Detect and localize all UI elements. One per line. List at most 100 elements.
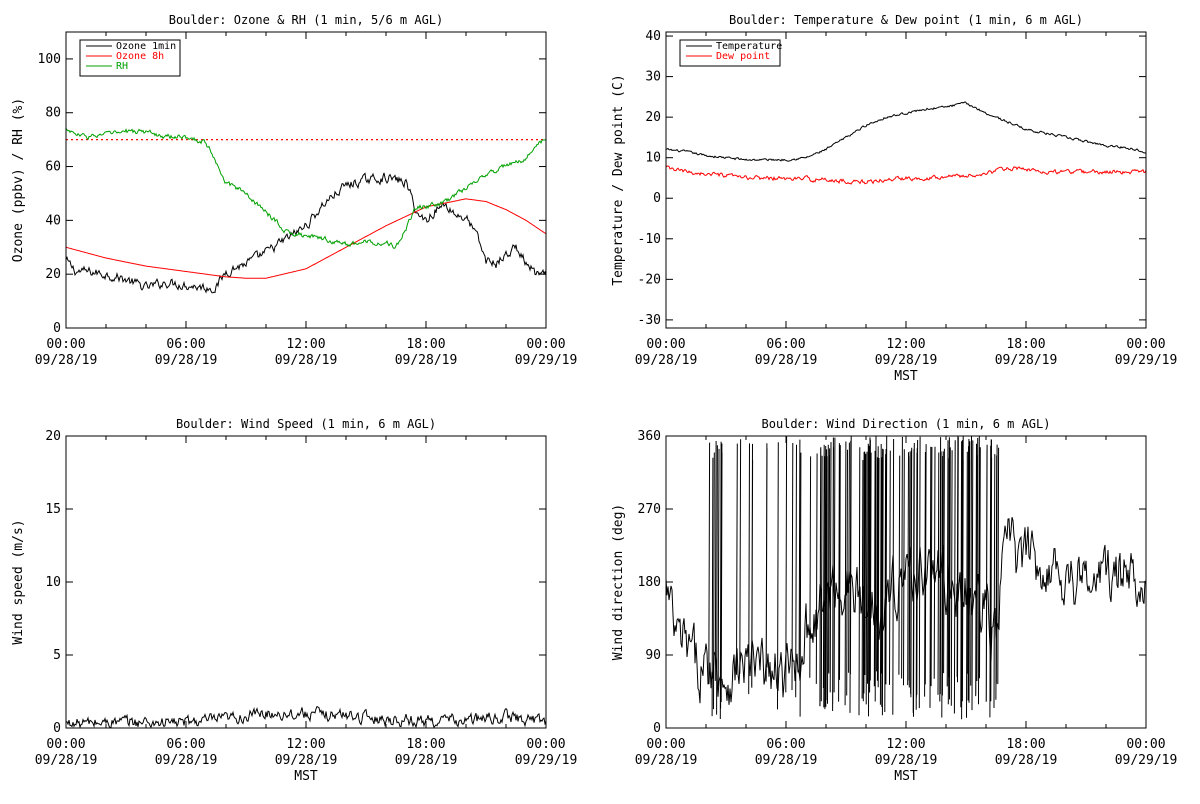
x-tick-date-label: 09/28/19 xyxy=(995,353,1058,368)
chart-panel-2: Boulder: Temperature & Dew point (1 min,… xyxy=(611,13,1177,384)
x-tick-time-label: 12:00 xyxy=(286,337,325,352)
x-tick-date-label: 09/28/19 xyxy=(155,353,218,368)
legend-label: Dew point xyxy=(716,51,770,62)
legend-box xyxy=(679,39,781,67)
y-tick-label: 30 xyxy=(645,70,661,85)
x-tick-time-label: 00:00 xyxy=(46,737,85,752)
x-tick-time-label: 12:00 xyxy=(886,337,925,352)
y-tick-label: 270 xyxy=(638,502,661,517)
y-tick-label: 15 xyxy=(45,502,61,517)
axes-frame xyxy=(665,31,1147,329)
series-line-rh xyxy=(66,128,546,249)
legend-label: Temperature xyxy=(716,41,782,52)
x-axis-label: MST xyxy=(894,769,918,784)
x-tick-time-label: 06:00 xyxy=(766,737,805,752)
axes-frame xyxy=(65,31,547,329)
y-tick-label: 40 xyxy=(45,213,61,228)
series-line-dew-point xyxy=(666,165,1146,185)
x-tick-time-label: 00:00 xyxy=(646,337,685,352)
y-tick-label: 0 xyxy=(53,721,61,736)
y-tick-label: -30 xyxy=(638,313,661,328)
x-tick-date-label: 09/28/19 xyxy=(635,753,698,768)
y-tick-label: 360 xyxy=(638,429,661,444)
y-tick-label: -10 xyxy=(638,232,661,247)
x-tick-time-label: 12:00 xyxy=(886,737,925,752)
y-tick-label: 60 xyxy=(45,160,61,175)
x-tick-time-label: 00:00 xyxy=(46,337,85,352)
y-tick-label: 20 xyxy=(45,267,61,282)
x-tick-time-label: 00:00 xyxy=(1126,337,1165,352)
y-axis-label: Wind direction (deg) xyxy=(611,504,626,661)
x-tick-time-label: 18:00 xyxy=(406,737,445,752)
chart-title: Boulder: Wind Direction (1 min, 6 m AGL) xyxy=(762,417,1051,431)
y-tick-label: 0 xyxy=(653,191,661,206)
chart-panel-1: Boulder: Ozone & RH (1 min, 5/6 m AGL) 0 2… xyxy=(11,13,577,368)
y-tick-label: 0 xyxy=(53,321,61,336)
x-tick-date-label: 09/29/19 xyxy=(1115,753,1178,768)
chart-title: Boulder: Ozone & RH (1 min, 5/6 m AGL) xyxy=(169,13,444,27)
x-tick-time-label: 06:00 xyxy=(766,337,805,352)
y-tick-label: 180 xyxy=(638,575,661,590)
x-tick-time-label: 00:00 xyxy=(1126,737,1165,752)
x-tick-date-label: 09/28/19 xyxy=(35,353,98,368)
x-tick-date-label: 09/28/19 xyxy=(35,753,98,768)
chart-panel-4: Boulder: Wind Direction (1 min, 6 m AGL)… xyxy=(611,417,1177,784)
series-line-data xyxy=(666,517,1146,705)
y-tick-label: 40 xyxy=(645,29,661,44)
y-tick-label: 90 xyxy=(645,648,661,663)
x-tick-time-label: 00:00 xyxy=(646,737,685,752)
y-axis-label: Wind speed (m/s) xyxy=(11,519,26,644)
y-tick-label: 20 xyxy=(645,110,661,125)
x-tick-time-label: 00:00 xyxy=(526,337,565,352)
x-tick-date-label: 09/28/19 xyxy=(995,753,1058,768)
legend-label: RH xyxy=(116,61,128,72)
y-tick-label: 10 xyxy=(645,151,661,166)
y-axis-label: Ozone (ppbv) / RH (%) xyxy=(11,98,26,262)
x-tick-date-label: 09/29/19 xyxy=(1115,353,1178,368)
x-tick-date-label: 09/28/19 xyxy=(635,353,698,368)
x-tick-time-label: 06:00 xyxy=(166,337,205,352)
x-tick-date-label: 09/28/19 xyxy=(395,353,458,368)
x-tick-date-label: 09/28/19 xyxy=(755,353,818,368)
x-tick-date-label: 09/28/19 xyxy=(875,753,938,768)
x-axis-label: MST xyxy=(894,369,918,384)
legend-label: Ozone 1min xyxy=(116,41,176,52)
x-tick-time-label: 06:00 xyxy=(166,737,205,752)
x-tick-date-label: 09/28/19 xyxy=(275,753,338,768)
x-axis-label: MST xyxy=(294,769,318,784)
x-tick-date-label: 09/28/19 xyxy=(155,753,218,768)
x-tick-date-label: 09/28/19 xyxy=(275,353,338,368)
x-tick-date-label: 09/29/19 xyxy=(515,353,578,368)
chart-panel-3: Boulder: Wind Speed (1 min, 6 m AGL) 0 5 10… xyxy=(11,417,577,784)
y-tick-label: 10 xyxy=(45,575,61,590)
x-tick-date-label: 09/29/19 xyxy=(515,753,578,768)
series-line-wraparound xyxy=(708,436,1000,720)
chart-title: Boulder: Wind Speed (1 min, 6 m AGL) xyxy=(176,417,436,431)
y-tick-label: 0 xyxy=(653,721,661,736)
legend-label: Ozone 8h xyxy=(116,51,164,62)
y-tick-label: 5 xyxy=(53,648,61,663)
x-tick-time-label: 12:00 xyxy=(286,737,325,752)
x-tick-time-label: 00:00 xyxy=(526,737,565,752)
x-tick-time-label: 18:00 xyxy=(1006,337,1045,352)
series-line-ozone-1min xyxy=(66,172,546,294)
x-tick-date-label: 09/28/19 xyxy=(395,753,458,768)
y-tick-label: -20 xyxy=(638,272,661,287)
series-line-data xyxy=(66,705,546,728)
x-tick-time-label: 18:00 xyxy=(406,337,445,352)
axes-frame xyxy=(65,435,547,729)
y-tick-label: 20 xyxy=(45,429,61,444)
x-tick-date-label: 09/28/19 xyxy=(875,353,938,368)
x-tick-time-label: 18:00 xyxy=(1006,737,1045,752)
y-axis-label: Temperature / Dew point (C) xyxy=(611,74,626,285)
x-tick-date-label: 09/28/19 xyxy=(755,753,818,768)
series-line-temperature xyxy=(666,101,1146,162)
axes-frame xyxy=(665,435,1147,729)
y-tick-label: 80 xyxy=(45,106,61,121)
y-tick-label: 100 xyxy=(38,52,61,67)
chart-title: Boulder: Temperature & Dew point (1 min,… xyxy=(729,13,1083,27)
series-line-ozone-8h xyxy=(66,198,546,279)
